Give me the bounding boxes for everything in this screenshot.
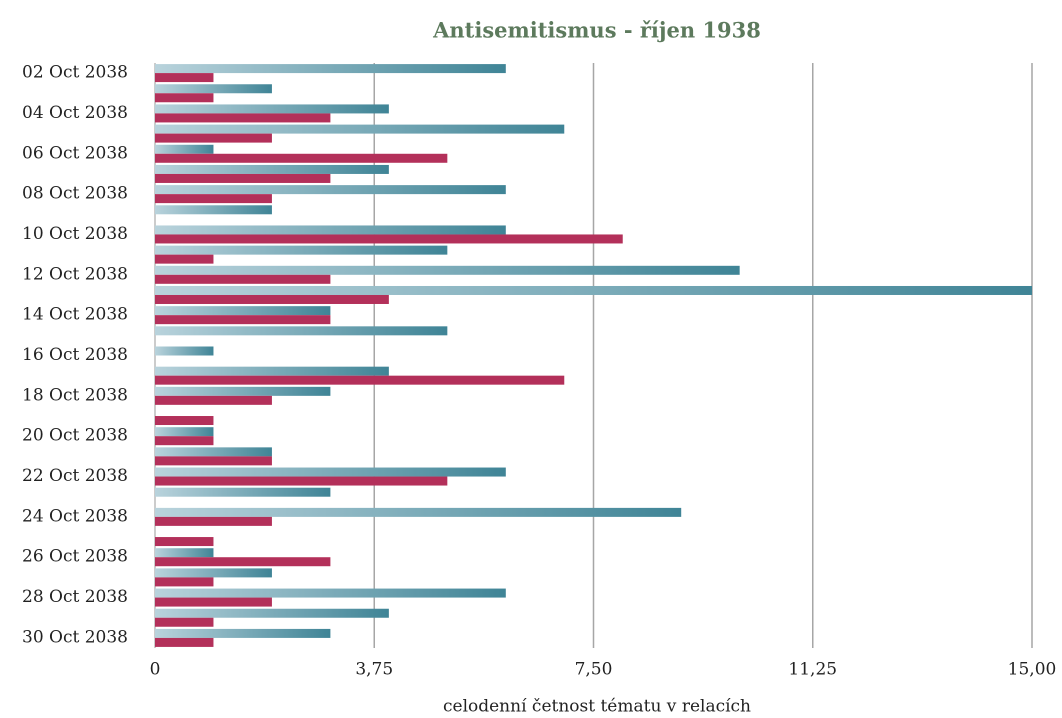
- bar: [155, 326, 448, 336]
- bar: [155, 416, 214, 426]
- bar: [155, 467, 506, 477]
- y-tick-label: 18 Oct 2038: [22, 385, 128, 405]
- bar: [155, 274, 331, 284]
- bar: [155, 608, 389, 618]
- x-tick-label: 7,50: [575, 660, 613, 680]
- bar: [155, 548, 214, 558]
- bar: [155, 84, 272, 94]
- bar: [155, 265, 740, 275]
- chart-title: Antisemitismus - říjen 1938: [432, 18, 761, 43]
- y-tick-label: 24 Oct 2038: [22, 506, 128, 526]
- bar: [155, 427, 214, 437]
- y-tick-label: 28 Oct 2038: [22, 587, 128, 607]
- bar: [155, 294, 389, 304]
- x-axis-label: celodenní četnost tématu v relacích: [443, 697, 751, 717]
- bar: [155, 245, 448, 255]
- y-tick-label: 22 Oct 2038: [22, 466, 128, 486]
- y-tick-label: 16 Oct 2038: [22, 345, 128, 365]
- bar: [155, 386, 331, 396]
- y-tick-label: 04 Oct 2038: [22, 103, 128, 123]
- bar: [155, 113, 331, 123]
- bar: [155, 104, 389, 114]
- bar: [155, 366, 389, 376]
- y-tick-label: 26 Oct 2038: [22, 547, 128, 567]
- bar: [155, 628, 331, 638]
- y-tick-label: 06 Oct 2038: [22, 143, 128, 163]
- bar: [155, 568, 272, 578]
- bar: [155, 516, 272, 526]
- y-tick-label: 02 Oct 2038: [22, 63, 128, 83]
- bar: [155, 456, 272, 466]
- y-tick-label: 10 Oct 2038: [22, 224, 128, 244]
- bar: [155, 194, 272, 204]
- bar: [155, 93, 214, 103]
- x-tick-label: 0: [150, 660, 161, 680]
- bar: [155, 436, 214, 446]
- bar: [155, 346, 214, 356]
- bar: [155, 395, 272, 405]
- bar: [155, 447, 272, 457]
- bar: [155, 507, 682, 517]
- y-tick-label: 20 Oct 2038: [22, 426, 128, 446]
- x-tick-label: 15,00: [1008, 660, 1057, 680]
- y-tick-label: 08 Oct 2038: [22, 184, 128, 204]
- bar: [155, 164, 389, 174]
- bar: [155, 254, 214, 264]
- bar: [155, 285, 1032, 295]
- bar: [155, 144, 214, 154]
- bar: [155, 597, 272, 607]
- bar: [155, 153, 448, 163]
- bar: [155, 234, 623, 244]
- bar: [155, 637, 214, 647]
- y-tick-label: 30 Oct 2038: [22, 627, 128, 647]
- bar: [155, 487, 331, 497]
- bar: [155, 306, 331, 316]
- y-tick-label: 12 Oct 2038: [22, 264, 128, 284]
- bar: [155, 205, 272, 215]
- bar: [155, 557, 331, 567]
- bar: [155, 173, 331, 183]
- y-tick-label: 14 Oct 2038: [22, 305, 128, 325]
- bar: [155, 375, 565, 385]
- bar: [155, 124, 565, 134]
- bar: [155, 64, 506, 74]
- bar: [155, 537, 214, 547]
- x-tick-label: 3,75: [355, 660, 393, 680]
- bar: [155, 315, 331, 325]
- bar: [155, 185, 506, 195]
- bar: [155, 73, 214, 83]
- bar: [155, 617, 214, 627]
- bar: [155, 133, 272, 143]
- bar: [155, 577, 214, 587]
- bar: [155, 225, 506, 235]
- bar: [155, 588, 506, 598]
- bar: [155, 476, 448, 486]
- x-tick-label: 11,25: [788, 660, 837, 680]
